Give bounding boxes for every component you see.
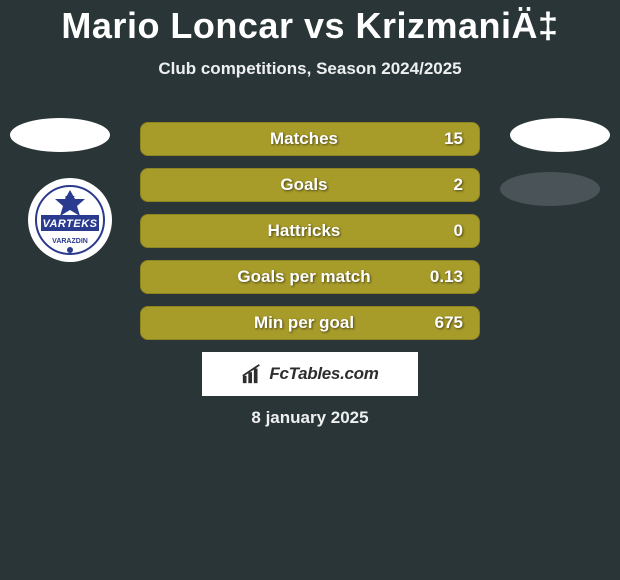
stat-label: Matches [157,129,423,149]
stat-label: Goals per match [157,267,423,287]
badge-top-text: NK [65,196,75,203]
club-crest-icon: NK VARTEKS VARAZDIN [35,185,105,255]
date-label: 8 january 2025 [0,408,620,428]
stat-row: Goals2 [140,168,480,202]
club-badge: NK VARTEKS VARAZDIN [28,178,112,262]
player-avatar-left [10,118,110,152]
stat-value: 2 [423,175,463,195]
brand-text: FcTables.com [269,364,378,384]
stat-row: Goals per match0.13 [140,260,480,294]
subtitle: Club competitions, Season 2024/2025 [0,59,620,79]
badge-bottom-text: VARAZDIN [52,238,88,245]
stat-value: 0 [423,221,463,241]
stat-row: Min per goal675 [140,306,480,340]
stat-value: 15 [423,129,463,149]
brand-attribution: FcTables.com [202,352,418,396]
stats-panel: Matches15 Goals2 Hattricks0 Goals per match… [140,122,480,352]
stat-label: Goals [157,175,423,195]
player-avatar-right [510,118,610,152]
stat-value: 0.13 [423,267,463,287]
stat-value: 675 [423,313,463,333]
stat-row: Matches15 [140,122,480,156]
badge-main-text: VARTEKS [42,218,97,230]
stat-label: Hattricks [157,221,423,241]
stat-row: Hattricks0 [140,214,480,248]
bar-chart-icon [241,363,263,385]
player-avatar-right-secondary [500,172,600,206]
page-title: Mario Loncar vs KrizmaniÄ‡ [0,0,620,47]
stat-label: Min per goal [157,313,423,333]
